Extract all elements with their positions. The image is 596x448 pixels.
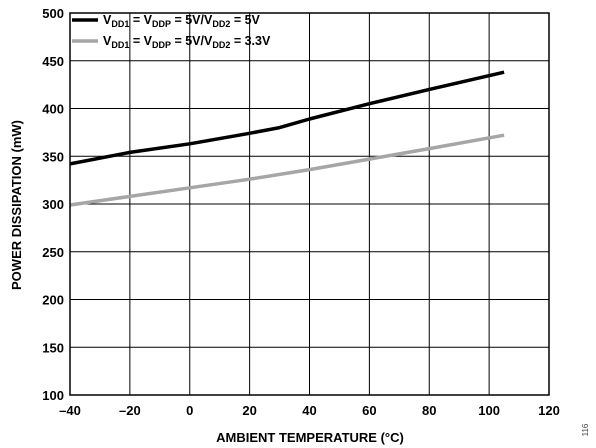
y-tick-label: 350 [42, 149, 64, 164]
y-tick-label: 150 [42, 340, 64, 355]
y-axis-title: POWER DISSIPATION (mW) [9, 120, 24, 290]
x-tick-label: 60 [362, 403, 376, 418]
legend-label-1: VDD1 = VDDP = 5V/VDD2 = 5V [103, 13, 261, 29]
figure-id: 116 [581, 423, 590, 436]
y-tick-label: 300 [42, 197, 64, 212]
legend-label-2: VDD1 = VDDP = 5V/VDD2 = 3.3V [103, 34, 271, 50]
y-tick-label: 100 [42, 388, 64, 403]
legend-entry-2: VDD1 = VDDP = 5V/VDD2 = 3.3V [72, 34, 271, 50]
series-layer [69, 70, 505, 207]
x-tick-label: 20 [242, 403, 256, 418]
x-tick-label: 100 [478, 403, 500, 418]
y-tick-labels: 100 150 200 250 300 350 400 450 500 [42, 6, 64, 403]
legend-entry-1: VDD1 = VDDP = 5V/VDD2 = 5V [72, 13, 261, 29]
y-tick-label: 200 [42, 293, 64, 308]
x-tick-label: 80 [422, 403, 436, 418]
y-tick-label: 250 [42, 245, 64, 260]
x-axis-title: AMBIENT TEMPERATURE (°C) [216, 430, 404, 445]
x-tick-label: 40 [302, 403, 316, 418]
y-tick-label: 500 [42, 6, 64, 21]
y-tick-label: 450 [42, 54, 64, 69]
grid-lines [69, 12, 550, 396]
plot-frame [69, 12, 550, 396]
x-tick-label: –40 [59, 403, 81, 418]
x-tick-label: 0 [186, 403, 193, 418]
series-line-1 [69, 70, 505, 166]
x-tick-label: 120 [538, 403, 560, 418]
y-tick-label: 400 [42, 102, 64, 117]
series-line-2 [69, 133, 505, 207]
x-tick-labels: –40 –20 0 20 40 60 80 100 120 [59, 403, 560, 418]
x-tick-label: –20 [119, 403, 141, 418]
legend: VDD1 = VDDP = 5V/VDD2 = 5V VDD1 = VDDP =… [72, 13, 271, 50]
